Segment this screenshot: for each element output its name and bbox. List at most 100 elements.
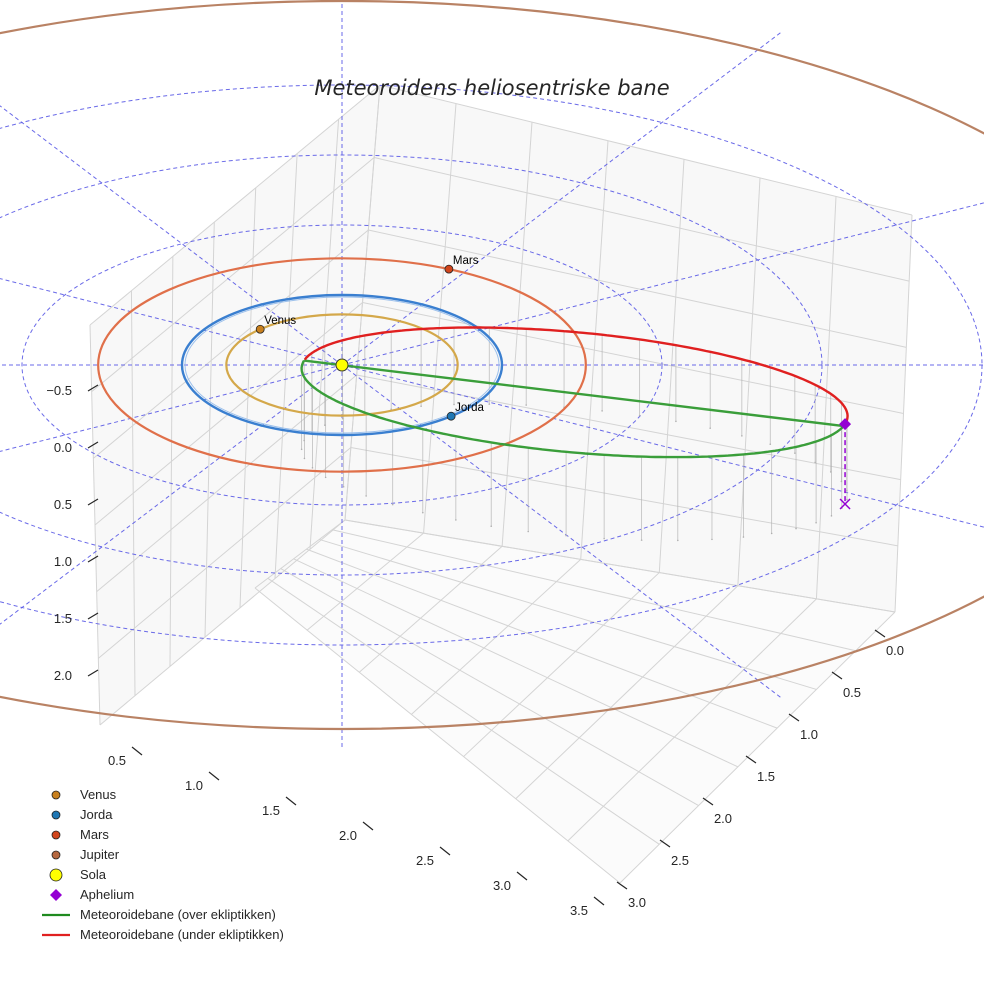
y-tick-mark xyxy=(874,629,886,638)
drop-foot xyxy=(453,403,455,406)
legend-label: Meteoroidebane (over ekliptikken) xyxy=(80,907,276,922)
floor-gridline xyxy=(280,568,699,807)
y-tick-label: 2.5 xyxy=(671,853,689,868)
x-tick-mark xyxy=(285,796,297,806)
drop-foot xyxy=(741,435,743,437)
y-tick-label: 0.5 xyxy=(843,685,861,700)
z-tick-label: 0.5 xyxy=(54,497,72,512)
left-wall-gridline xyxy=(91,157,375,393)
y-tick-mark xyxy=(702,797,714,806)
back-wall-gridline xyxy=(362,302,904,414)
y-tick-label: 0.0 xyxy=(886,643,904,658)
drop-foot xyxy=(742,536,745,538)
x-tick-label: 2.0 xyxy=(339,828,357,843)
axis-panes xyxy=(90,85,912,883)
meteoroid-orbit-below xyxy=(303,326,849,426)
axis-gridlines xyxy=(89,84,913,884)
planet-mars xyxy=(444,264,454,274)
legend-item: Venus xyxy=(51,787,117,802)
y-tick-mark xyxy=(788,713,800,722)
x-tick-mark xyxy=(208,771,220,781)
drop-foot xyxy=(709,427,711,429)
drop-foot xyxy=(846,498,848,501)
drop-foot xyxy=(420,405,422,407)
drop-foot xyxy=(391,503,394,506)
legend-item: Aphelium xyxy=(50,887,134,902)
z-tick-label: 1.0 xyxy=(54,554,72,569)
planet-jorda xyxy=(446,411,456,421)
legend-circle-icon xyxy=(51,790,61,800)
planet-label-mars: Mars xyxy=(453,255,479,267)
z-tick-mark xyxy=(87,555,99,563)
drop-foot xyxy=(815,521,817,524)
legend-label: Jupiter xyxy=(80,847,120,862)
floor-gridline xyxy=(515,585,739,800)
drop-foot xyxy=(640,539,643,541)
back-wall-gridline xyxy=(379,84,913,216)
drop-foot xyxy=(303,457,306,460)
drop-foot xyxy=(390,408,392,410)
drop-foot xyxy=(769,443,772,446)
ecliptic-polar-grid xyxy=(0,0,984,750)
back-wall-gridline xyxy=(344,519,896,613)
z-tick-label: 2.0 xyxy=(54,668,72,683)
drop-foot xyxy=(342,485,345,488)
x-tick-mark xyxy=(593,896,605,906)
left-wall-pane xyxy=(90,85,380,725)
drop-foot xyxy=(795,527,797,530)
chart-title: Meteoroidens heliosentriske bane xyxy=(314,76,669,100)
drop-foot xyxy=(341,417,344,420)
back-wall-gridline xyxy=(368,229,907,348)
z-tick-mark xyxy=(87,441,99,449)
floor-gridline xyxy=(306,532,424,631)
drop-foot xyxy=(794,452,796,454)
legend-circle-icon xyxy=(51,810,61,820)
left-wall-gridline xyxy=(99,519,346,726)
back-wall-gridline xyxy=(350,447,898,547)
legend-item: Meteoroidebane (under ekliptikken) xyxy=(42,927,284,942)
floor-gridline xyxy=(306,548,778,729)
polar-grid-spoke xyxy=(341,364,984,528)
legend-label: Venus xyxy=(80,787,117,802)
x-tick-label: 1.5 xyxy=(262,803,280,818)
legend-label: Mars xyxy=(80,827,109,842)
polar-grid-spoke xyxy=(0,105,343,366)
meteoroid-orbit xyxy=(300,326,849,459)
x-tick-label: 2.5 xyxy=(416,853,434,868)
x-tick-mark xyxy=(516,871,528,881)
legend-item: Meteoroidebane (over ekliptikken) xyxy=(42,907,276,922)
planet-label-venus: Venus xyxy=(264,315,296,327)
drop-foot xyxy=(846,489,848,492)
z-tick-label: 0.0 xyxy=(54,440,72,455)
y-tick-label: 1.5 xyxy=(757,769,775,784)
legend: Venus Jorda Mars Jupiter Sola Aphelium Meteoro… xyxy=(42,787,284,942)
drop-foot xyxy=(840,480,843,483)
legend-label: Jorda xyxy=(80,807,113,822)
sun-marker xyxy=(335,358,349,372)
drop-foot xyxy=(711,538,713,541)
drop-foot xyxy=(638,414,641,417)
drop-foot xyxy=(829,471,832,473)
drop-foot xyxy=(527,530,529,533)
y-tick-label: 2.0 xyxy=(714,811,732,826)
meteoroid-orbit-above xyxy=(300,359,847,459)
polar-grid-spoke xyxy=(0,364,343,625)
aphelium-floor-marker xyxy=(839,498,851,510)
y-tick-mark xyxy=(616,881,628,890)
x-tick-mark xyxy=(362,821,374,831)
z-tick-mark xyxy=(87,612,99,620)
x-tick-mark xyxy=(131,746,143,756)
left-wall-gridline xyxy=(89,84,381,326)
z-tick-label: 1.5 xyxy=(54,611,72,626)
y-tick-label: 3.0 xyxy=(628,895,646,910)
legend-label: Sola xyxy=(80,867,107,882)
legend-circle-icon xyxy=(49,868,63,882)
drop-foot xyxy=(421,511,424,514)
drop-foot xyxy=(814,461,816,464)
drop-foot xyxy=(488,403,491,405)
floor-gridline xyxy=(254,519,346,589)
drop-foot xyxy=(311,467,314,469)
floor-gridline xyxy=(267,577,660,845)
orbit-venus xyxy=(225,313,459,417)
